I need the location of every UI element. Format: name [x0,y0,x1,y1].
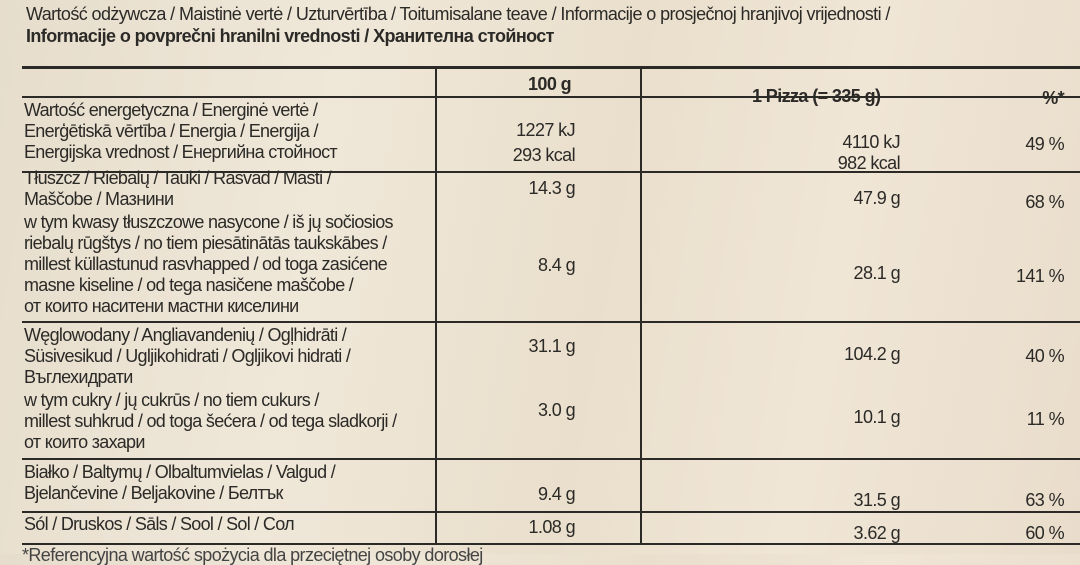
carbohydrates-percent: 40 % [1025,346,1064,366]
row-divider [22,511,1080,513]
row-label-fat: Tłuszcz / Riebalų / Tauki / Rasvad / Mas… [24,168,332,209]
carbohydrates-pizza: 104.2 g [844,344,900,364]
salt-percent: 60 % [1025,523,1064,543]
fat-percent: 68 % [1025,192,1064,212]
sugars-percent: 11 % [1026,409,1065,429]
sugars-100g: 3.0 g [537,400,576,420]
row-label-carbohydrates: Węglowodany / Angliavandenių / Ogļhidrāt… [24,325,351,387]
row-label-salt: Sól / Druskos / Sāls / Sool / Sol / Сол [24,514,295,534]
protein-percent: 63 % [1025,490,1064,510]
row-label-energy: Wartość energetyczna / Energinė vertė / … [24,100,338,162]
saturates-100g: 8.4 g [537,255,576,275]
saturates-pizza: 28.1 g [853,263,901,283]
saturates-percent: 141 % [1015,266,1065,286]
row-label-saturates: w tym kwasy tłuszczowe nasycone / iš jų … [24,212,394,316]
table-top-border [22,66,1080,69]
title-line-1: Wartość odżywcza / Maistinė vertė / Uztu… [26,4,890,24]
energy-kcal-100g: 293 kcal [512,145,576,165]
header-per-100g: 100 g [528,74,572,94]
header-divider [22,96,1080,98]
footnote: *Referencyjna wartość spożycia dla przec… [22,545,483,565]
energy-kcal-pizza: 982 kcal [837,153,901,173]
sugars-pizza: 10.1 g [853,407,901,427]
column-divider [640,68,642,545]
column-divider [435,68,437,545]
row-label-sugars: w tym cukry / jų cukrūs / no tiem cukurs… [24,390,397,452]
row-divider [22,171,1080,173]
salt-pizza: 3.62 g [853,523,901,543]
carbohydrates-100g: 31.1 g [528,336,576,356]
row-divider [22,321,1080,323]
fat-100g: 14.3 g [528,178,576,198]
title-line-2: Informacije o povprečni hranilni vrednos… [26,26,554,46]
energy-kj-100g: 1227 kJ [516,120,575,140]
table-bottom-border [22,543,1080,545]
fat-pizza: 47.9 g [853,188,901,208]
salt-100g: 1.08 g [528,517,576,537]
energy-percent: 49 % [1025,134,1064,154]
energy-kj-pizza: 4110 kJ [842,132,900,152]
header-percent: %* [1042,88,1064,108]
protein-100g: 9.4 g [537,484,576,504]
protein-pizza: 31.5 g [853,490,901,510]
row-divider [22,458,1080,460]
row-label-protein: Białko / Baltymų / Olbaltumvielas / Valg… [24,462,336,503]
header-per-pizza: 1 Pizza (= 335 g) [752,86,881,106]
